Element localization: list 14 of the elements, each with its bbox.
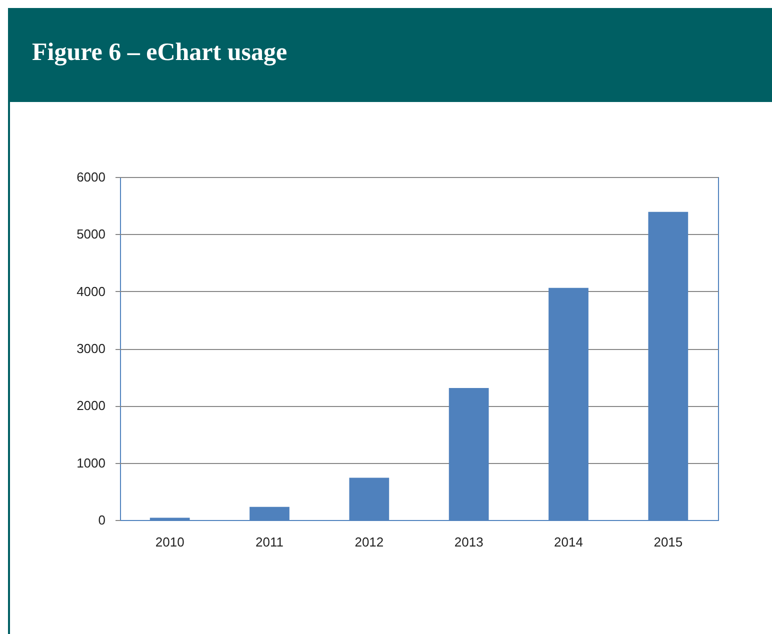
x-tick-label: 2014 xyxy=(554,534,583,550)
x-tick-label: 2010 xyxy=(155,534,184,550)
y-tick-label: 6000 xyxy=(76,170,106,184)
x-tick-label: 2015 xyxy=(654,534,683,550)
y-tick-label: 3000 xyxy=(76,341,106,356)
y-tick-label: 0 xyxy=(98,512,106,528)
y-tick-label: 4000 xyxy=(76,284,106,299)
x-tick-label: 2012 xyxy=(354,534,384,550)
y-tick-label: 5000 xyxy=(76,226,106,242)
x-tick-label: 2013 xyxy=(454,534,484,550)
chart-title: Figure 6 – eChart usage xyxy=(32,39,288,67)
y-tick-label: 1000 xyxy=(76,455,106,470)
y-tick-label: 2000 xyxy=(76,398,106,414)
x-tick-label: 2011 xyxy=(256,534,284,550)
